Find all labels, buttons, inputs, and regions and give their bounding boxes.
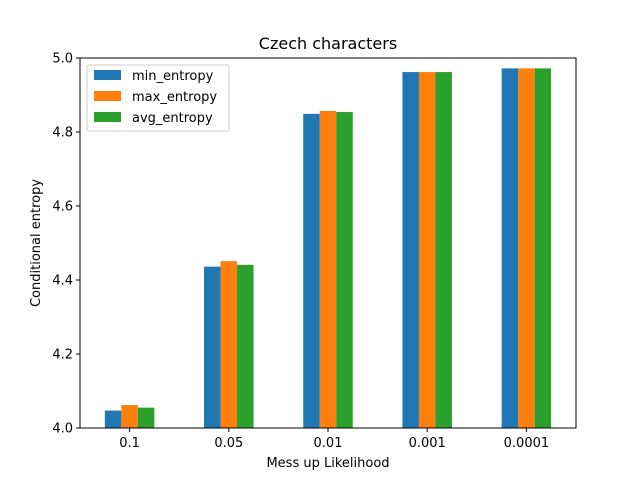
x-tick-label: 0.05 bbox=[214, 436, 243, 451]
bar-min-entropy-0.05 bbox=[204, 266, 221, 428]
bar-avg-entropy-0.001 bbox=[435, 72, 452, 428]
bar-avg-entropy-0.1 bbox=[137, 407, 155, 428]
bar-min-entropy-0.1 bbox=[104, 410, 122, 428]
bars-group bbox=[104, 68, 552, 429]
y-axis: 4.0 4.2 4.4 4.6 4.8 5.0 bbox=[52, 52, 80, 437]
legend-swatch-max-entropy bbox=[94, 91, 121, 101]
y-axis-title: Conditional entropy bbox=[29, 179, 44, 307]
x-tick-label: 0.01 bbox=[314, 436, 343, 451]
legend: min_entropy max_entropy avg_entropy bbox=[86, 64, 230, 132]
legend-label-avg-entropy: avg_entropy bbox=[132, 111, 213, 126]
x-axis-title: Mess up Likelihood bbox=[266, 456, 389, 471]
legend-label-min-entropy: min_entropy bbox=[132, 69, 214, 84]
bar-min-entropy-0.01 bbox=[303, 113, 320, 429]
bar-avg-entropy-0.0001 bbox=[534, 68, 552, 429]
bar-max-entropy-0.1 bbox=[121, 405, 138, 428]
x-axis: 0.1 0.05 0.01 0.001 0.0001 bbox=[119, 428, 549, 451]
bar-max-entropy-0.05 bbox=[220, 261, 238, 428]
legend-box bbox=[86, 64, 230, 132]
y-tick-label: 4.0 bbox=[52, 422, 73, 437]
y-tick-label: 4.8 bbox=[52, 126, 73, 141]
x-tick-label: 0.0001 bbox=[504, 436, 550, 451]
y-tick-label: 4.4 bbox=[52, 274, 73, 289]
bar-max-entropy-0.01 bbox=[319, 110, 337, 428]
bar-avg-entropy-0.01 bbox=[336, 112, 353, 429]
bar-max-entropy-0.0001 bbox=[518, 68, 535, 429]
legend-label-max-entropy: max_entropy bbox=[132, 90, 217, 105]
bar-min-entropy-0.0001 bbox=[501, 68, 519, 429]
bar-min-entropy-0.001 bbox=[402, 72, 419, 428]
legend-swatch-min-entropy bbox=[94, 70, 121, 80]
legend-swatch-avg-entropy bbox=[94, 112, 121, 122]
y-tick-label: 4.6 bbox=[52, 200, 73, 215]
bar-max-entropy-0.001 bbox=[418, 72, 436, 428]
chart-title: Czech characters bbox=[259, 34, 397, 53]
bar-avg-entropy-0.05 bbox=[237, 264, 254, 428]
x-tick-label: 0.1 bbox=[119, 436, 140, 451]
y-tick-label: 4.2 bbox=[52, 348, 73, 363]
x-tick-label: 0.001 bbox=[409, 436, 446, 451]
y-tick-label: 5.0 bbox=[52, 52, 73, 67]
